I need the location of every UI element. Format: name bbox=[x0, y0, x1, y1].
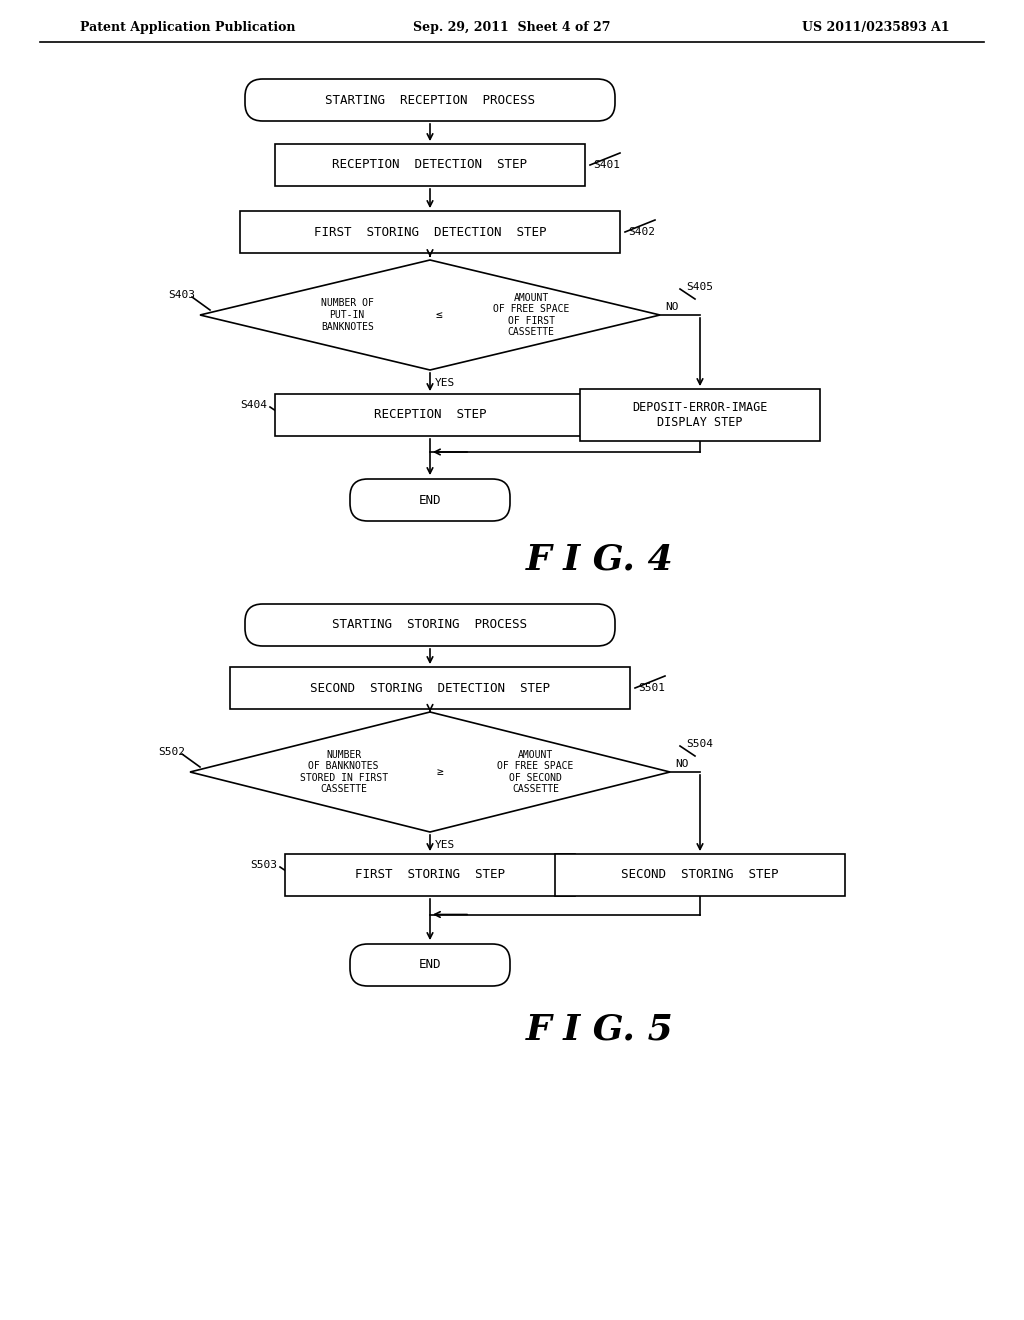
Text: S504: S504 bbox=[686, 739, 714, 748]
Text: SECOND  STORING  DETECTION  STEP: SECOND STORING DETECTION STEP bbox=[310, 681, 550, 694]
Text: F I G. 5: F I G. 5 bbox=[526, 1012, 674, 1047]
Bar bbox=[555, 854, 845, 896]
Bar bbox=[285, 854, 575, 896]
Text: ≥: ≥ bbox=[436, 767, 443, 777]
Text: S503: S503 bbox=[250, 861, 278, 870]
Text: NUMBER OF
PUT-IN
BANKNOTES: NUMBER OF PUT-IN BANKNOTES bbox=[321, 298, 374, 331]
Text: S502: S502 bbox=[158, 747, 185, 756]
Text: S501: S501 bbox=[638, 682, 665, 693]
Text: NO: NO bbox=[675, 759, 688, 770]
Text: AMOUNT
OF FREE SPACE
OF SECOND
CASSETTE: AMOUNT OF FREE SPACE OF SECOND CASSETTE bbox=[498, 750, 573, 795]
Text: S401: S401 bbox=[593, 160, 620, 170]
Text: SECOND  STORING  STEP: SECOND STORING STEP bbox=[622, 869, 778, 882]
Text: Sep. 29, 2011  Sheet 4 of 27: Sep. 29, 2011 Sheet 4 of 27 bbox=[414, 21, 610, 33]
Text: S404: S404 bbox=[240, 400, 267, 411]
Text: END: END bbox=[419, 494, 441, 507]
Bar bbox=[275, 144, 585, 186]
Bar bbox=[580, 389, 820, 441]
Bar bbox=[275, 393, 585, 436]
Polygon shape bbox=[190, 711, 670, 832]
Text: STARTING  RECEPTION  PROCESS: STARTING RECEPTION PROCESS bbox=[325, 94, 535, 107]
Text: Patent Application Publication: Patent Application Publication bbox=[80, 21, 296, 33]
Text: RECEPTION  STEP: RECEPTION STEP bbox=[374, 408, 486, 421]
Text: YES: YES bbox=[435, 378, 456, 388]
Text: AMOUNT
OF FREE SPACE
OF FIRST
CASSETTE: AMOUNT OF FREE SPACE OF FIRST CASSETTE bbox=[493, 293, 569, 338]
Text: NUMBER
OF BANKNOTES
STORED IN FIRST
CASSETTE: NUMBER OF BANKNOTES STORED IN FIRST CASS… bbox=[300, 750, 388, 795]
Text: END: END bbox=[419, 958, 441, 972]
Text: US 2011/0235893 A1: US 2011/0235893 A1 bbox=[803, 21, 950, 33]
Text: S405: S405 bbox=[686, 282, 714, 292]
Bar bbox=[240, 211, 620, 253]
FancyBboxPatch shape bbox=[350, 944, 510, 986]
FancyBboxPatch shape bbox=[245, 605, 615, 645]
Bar bbox=[230, 667, 630, 709]
FancyBboxPatch shape bbox=[245, 79, 615, 121]
Text: DEPOSIT-ERROR-IMAGE
DISPLAY STEP: DEPOSIT-ERROR-IMAGE DISPLAY STEP bbox=[632, 401, 768, 429]
Text: NO: NO bbox=[665, 302, 679, 312]
FancyBboxPatch shape bbox=[350, 479, 510, 521]
Text: FIRST  STORING  STEP: FIRST STORING STEP bbox=[355, 869, 505, 882]
Text: S403: S403 bbox=[168, 290, 195, 300]
Polygon shape bbox=[200, 260, 660, 370]
Text: YES: YES bbox=[435, 840, 456, 850]
Text: FIRST  STORING  DETECTION  STEP: FIRST STORING DETECTION STEP bbox=[313, 226, 546, 239]
Text: ≤: ≤ bbox=[436, 310, 442, 319]
Text: F I G. 4: F I G. 4 bbox=[526, 543, 674, 577]
Text: RECEPTION  DETECTION  STEP: RECEPTION DETECTION STEP bbox=[333, 158, 527, 172]
Text: S402: S402 bbox=[628, 227, 655, 238]
Text: STARTING  STORING  PROCESS: STARTING STORING PROCESS bbox=[333, 619, 527, 631]
